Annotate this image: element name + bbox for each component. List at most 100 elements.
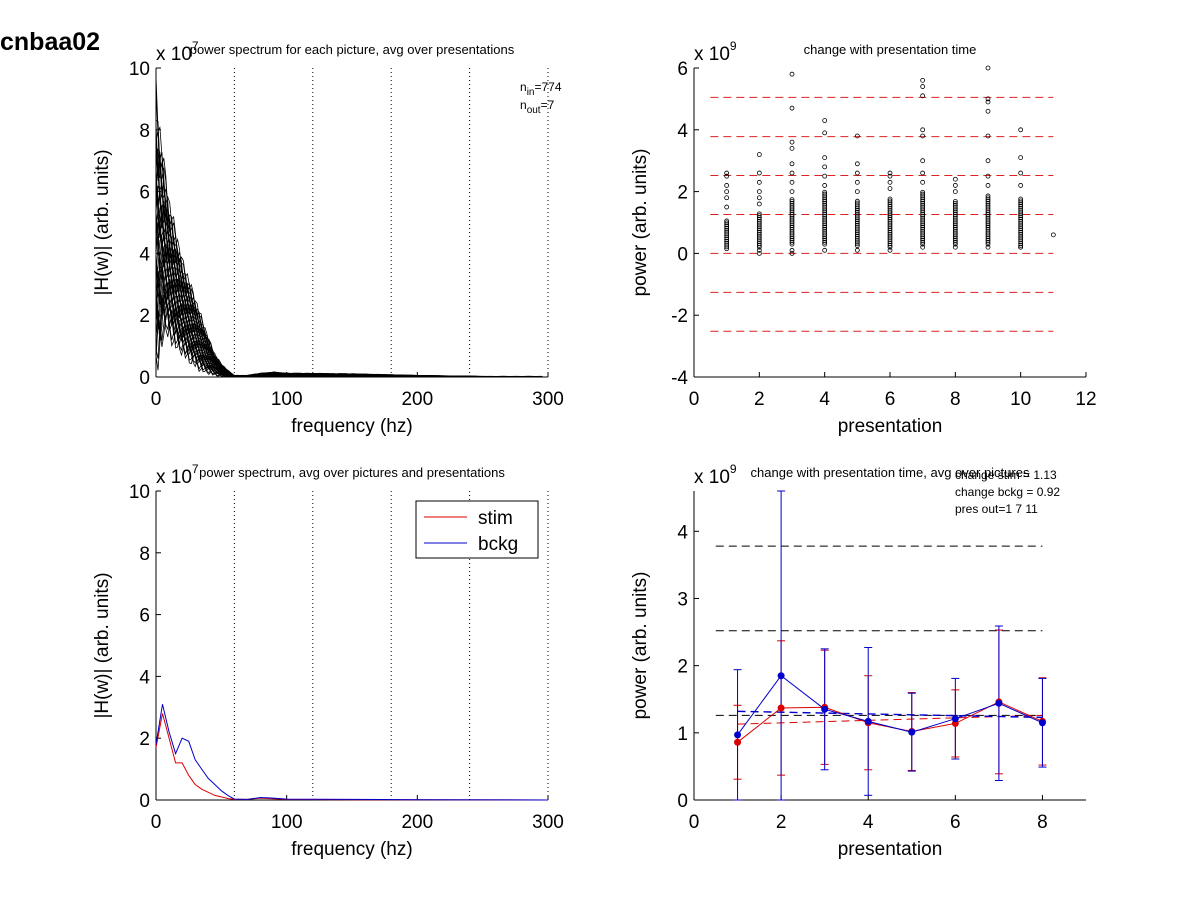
data-point	[854, 198, 860, 204]
legend-box	[415, 500, 539, 559]
data-point	[1018, 183, 1024, 188]
trend-line-stim	[737, 714, 1043, 725]
spectrum-line	[155, 138, 543, 377]
trend-line-bckg	[737, 710, 1043, 719]
data-point	[920, 170, 926, 176]
y-tick-label: 10	[129, 482, 150, 503]
spectrum-line	[155, 119, 543, 377]
chart-title: change with presentation time, avg over …	[751, 465, 1030, 480]
x-axis-label: presentation	[838, 416, 943, 437]
chart-title: power spectrum for each picture, avg ove…	[190, 42, 515, 57]
y-tick-label: 2	[677, 183, 688, 204]
y-tick-label: 0	[677, 791, 688, 812]
data-point	[1018, 155, 1024, 161]
y-multiplier-exponent: 7	[192, 462, 199, 476]
data-point	[854, 247, 860, 253]
data-point-stim	[734, 738, 742, 746]
data-point	[822, 130, 828, 136]
data-point	[920, 84, 926, 89]
data-point	[724, 173, 730, 179]
data-point	[920, 133, 926, 139]
spectrum-line	[155, 296, 543, 378]
data-point	[985, 108, 991, 114]
data-point	[887, 196, 893, 202]
x-tick-label: 0	[151, 389, 162, 410]
y-tick-label: 4	[677, 121, 688, 142]
chart-title: change with presentation time	[804, 42, 977, 57]
y-axis-label: |H(w)| (arb. units)	[92, 572, 113, 718]
data-point	[985, 133, 991, 139]
spectrum-line	[155, 171, 543, 378]
y-tick-label: -2	[671, 306, 688, 327]
data-point	[789, 161, 795, 167]
n-out-value: =7	[541, 98, 555, 112]
data-point	[1050, 232, 1056, 238]
x-tick-label: 0	[151, 812, 162, 833]
data-point	[724, 183, 730, 188]
data-point	[822, 164, 828, 170]
data-point	[724, 204, 730, 210]
data-point-bckg	[864, 717, 872, 725]
data-point	[854, 170, 860, 176]
y-multiplier-exponent: 9	[730, 39, 737, 53]
spectrum-line	[155, 182, 543, 378]
x-tick-label: 4	[819, 389, 830, 410]
data-point	[1018, 170, 1024, 176]
data-point	[920, 93, 926, 99]
data-point	[756, 201, 762, 207]
x-tick-label: 200	[401, 389, 433, 410]
data-point-bckg	[777, 672, 785, 680]
data-point	[789, 145, 795, 151]
x-tick-label: 8	[950, 389, 961, 410]
spectrum-line	[155, 143, 543, 378]
data-point	[822, 191, 828, 197]
y-axis-label: power (arb. units)	[630, 572, 651, 720]
y-tick-label: 0	[677, 244, 688, 265]
data-point	[952, 183, 958, 188]
data-point	[789, 105, 795, 111]
data-point	[1018, 244, 1024, 250]
data-point	[756, 247, 762, 253]
stat-annotation: change bckg = 0.92	[955, 485, 1060, 499]
x-tick-label: 0	[689, 389, 700, 410]
data-point	[756, 250, 762, 256]
y-multiplier-label: x 107	[156, 462, 199, 488]
data-point	[887, 173, 893, 179]
data-point	[789, 247, 795, 253]
x-axis-label: frequency (hz)	[291, 839, 412, 860]
legend-label-bckg: bckg	[478, 534, 518, 555]
data-point	[854, 189, 860, 195]
data-point	[756, 179, 762, 185]
data-point	[756, 211, 762, 217]
data-point-bckg	[821, 705, 829, 713]
data-point	[985, 195, 991, 201]
x-tick-label: 4	[863, 812, 874, 833]
data-point	[822, 155, 828, 161]
spectrum-line	[155, 185, 543, 378]
data-point	[952, 200, 958, 206]
y-tick-label: 3	[677, 589, 688, 610]
y-tick-label: 2	[139, 729, 150, 750]
x-tick-label: 10	[1010, 389, 1031, 410]
spectrum-line	[155, 185, 543, 378]
n-in-annotation: nin=774	[520, 80, 562, 98]
x-axis-label: presentation	[838, 839, 943, 860]
data-point	[854, 200, 860, 206]
y-tick-label: 8	[139, 544, 150, 565]
n-out-annotation: nout=7	[520, 98, 555, 116]
data-point	[789, 179, 795, 185]
data-point	[985, 65, 991, 71]
data-point	[789, 139, 795, 145]
data-point	[1018, 198, 1024, 204]
data-point	[952, 176, 958, 182]
spectrum-line	[155, 87, 543, 377]
data-point	[985, 183, 991, 188]
data-point	[887, 186, 893, 191]
spectrum-line	[155, 161, 543, 377]
y-tick-label: 0	[139, 791, 150, 812]
data-point	[756, 213, 762, 219]
figure-id-label: cnbaa02	[0, 28, 101, 56]
x-tick-label: 2	[754, 389, 765, 410]
data-point	[724, 220, 730, 226]
